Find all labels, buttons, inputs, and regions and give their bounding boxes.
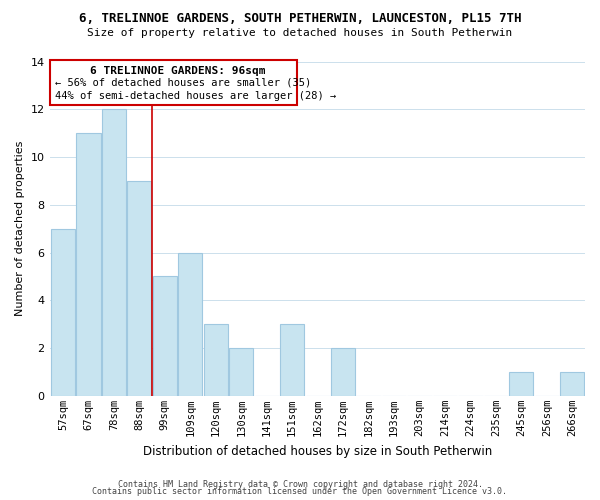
Bar bbox=[203, 324, 228, 396]
Y-axis label: Number of detached properties: Number of detached properties bbox=[15, 141, 25, 316]
Text: Size of property relative to detached houses in South Petherwin: Size of property relative to detached ho… bbox=[88, 28, 512, 38]
Bar bbox=[102, 110, 126, 396]
Text: 6, TRELINNOE GARDENS, SOUTH PETHERWIN, LAUNCESTON, PL15 7TH: 6, TRELINNOE GARDENS, SOUTH PETHERWIN, L… bbox=[79, 12, 521, 26]
Bar bbox=[280, 324, 304, 396]
Bar bbox=[76, 133, 101, 396]
Text: ← 56% of detached houses are smaller (35): ← 56% of detached houses are smaller (35… bbox=[55, 78, 311, 88]
Bar bbox=[153, 276, 177, 396]
Bar bbox=[509, 372, 533, 396]
Text: Contains public sector information licensed under the Open Government Licence v3: Contains public sector information licen… bbox=[92, 488, 508, 496]
FancyBboxPatch shape bbox=[50, 60, 297, 105]
Bar bbox=[229, 348, 253, 396]
Text: 6 TRELINNOE GARDENS: 96sqm: 6 TRELINNOE GARDENS: 96sqm bbox=[90, 66, 265, 76]
Bar bbox=[560, 372, 584, 396]
Text: 44% of semi-detached houses are larger (28) →: 44% of semi-detached houses are larger (… bbox=[55, 91, 337, 101]
Bar bbox=[51, 228, 75, 396]
Bar bbox=[178, 252, 202, 396]
X-axis label: Distribution of detached houses by size in South Petherwin: Distribution of detached houses by size … bbox=[143, 444, 492, 458]
Text: Contains HM Land Registry data © Crown copyright and database right 2024.: Contains HM Land Registry data © Crown c… bbox=[118, 480, 482, 489]
Bar bbox=[331, 348, 355, 396]
Bar bbox=[127, 181, 151, 396]
